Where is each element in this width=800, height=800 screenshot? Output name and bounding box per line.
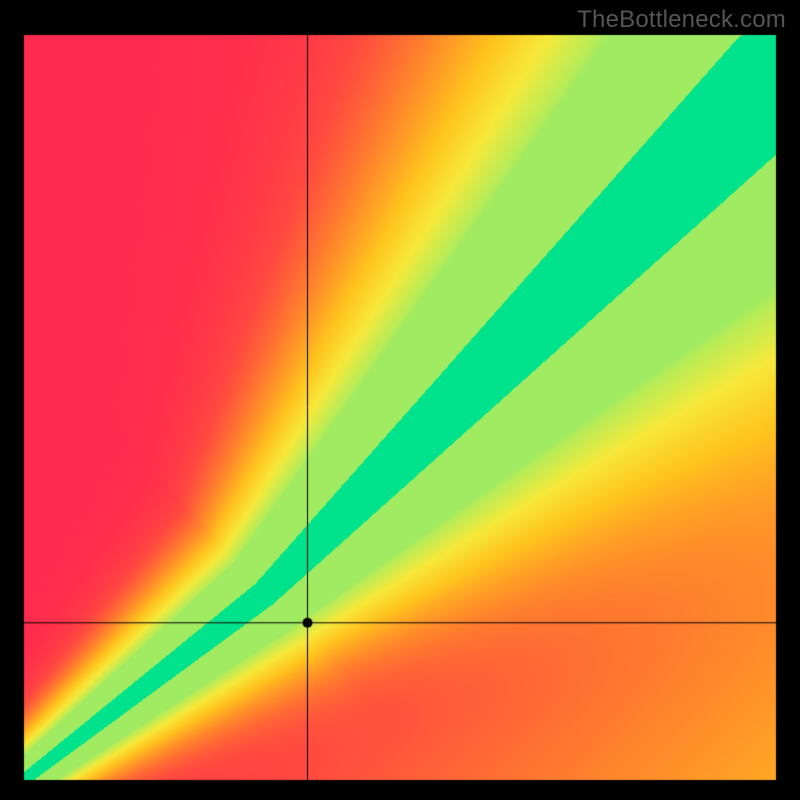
bottleneck-heatmap xyxy=(0,0,800,800)
watermark-label: TheBottleneck.com xyxy=(577,6,786,34)
chart-container: TheBottleneck.com xyxy=(0,0,800,800)
